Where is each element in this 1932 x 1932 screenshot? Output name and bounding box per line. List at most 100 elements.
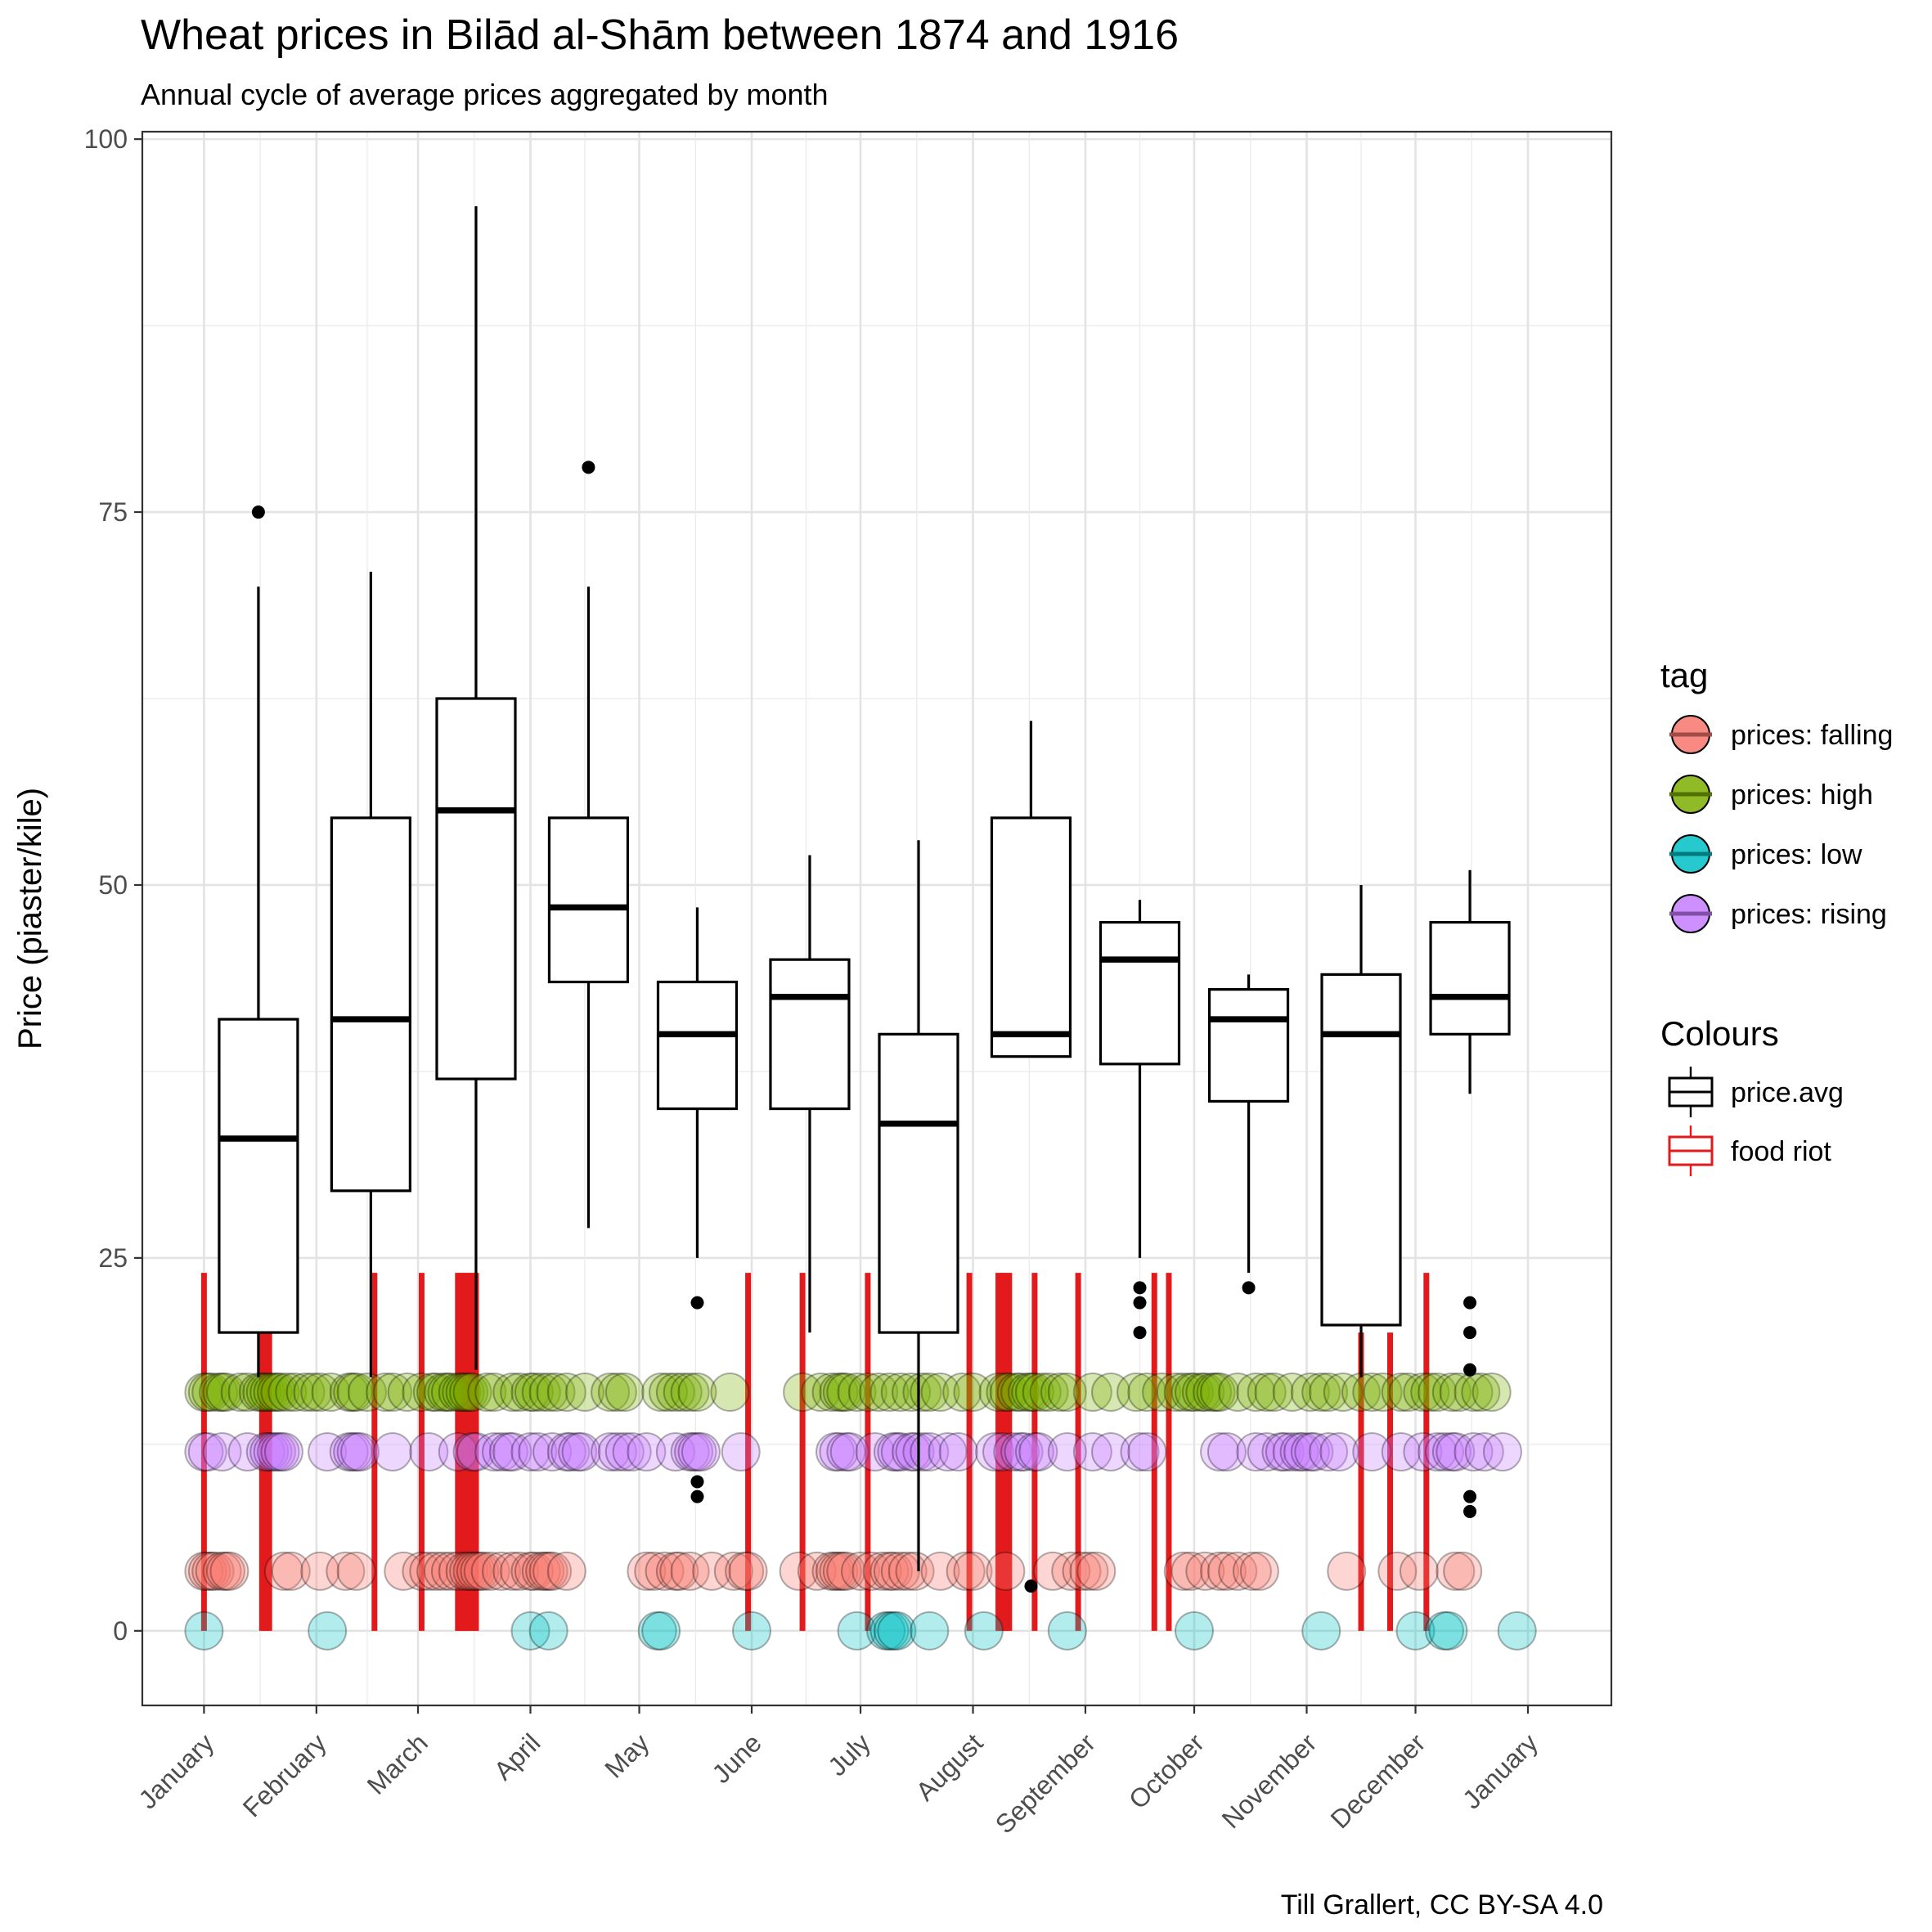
tag-point [245, 1373, 285, 1413]
legend-label: prices: low [1731, 839, 1862, 870]
tag-point [184, 1431, 224, 1471]
tag-point [474, 1373, 514, 1413]
tag-point [1239, 1551, 1279, 1591]
tag-point [1319, 1431, 1359, 1471]
tag-point [546, 1551, 586, 1591]
tag-point [811, 1551, 851, 1591]
tag-point [1301, 1611, 1341, 1651]
legend-entry-tag: prices: high [1669, 775, 1873, 814]
box-outlier [1024, 1579, 1038, 1593]
box-outlier [251, 505, 265, 519]
tag-point [1018, 1431, 1058, 1471]
tag-point [964, 1611, 1004, 1651]
tag-point [942, 1373, 982, 1413]
tag-point [1076, 1551, 1117, 1591]
tag-point [536, 1373, 576, 1413]
tag-point [445, 1373, 485, 1413]
tag-point [1127, 1373, 1167, 1413]
tag-point [474, 1431, 514, 1471]
tag-point [260, 1373, 300, 1413]
tag-point [1352, 1431, 1392, 1471]
tag-point [442, 1373, 482, 1413]
tag-point [372, 1431, 412, 1471]
tag-point [1381, 1373, 1421, 1413]
tag-point [713, 1551, 753, 1591]
tag-point [1425, 1611, 1465, 1651]
tag-point [1294, 1431, 1334, 1471]
tag-point [449, 1373, 489, 1413]
tag-point [202, 1373, 242, 1413]
tag-point [826, 1431, 866, 1471]
tag-point [953, 1551, 993, 1591]
tag-point [1156, 1373, 1196, 1413]
tag-point [877, 1431, 917, 1471]
tag-point [191, 1373, 231, 1413]
tag-point [655, 1431, 695, 1471]
tag-point [1254, 1373, 1294, 1413]
tag-point [779, 1551, 819, 1591]
tag-point [329, 1373, 369, 1413]
legend-label: prices: falling [1731, 720, 1893, 751]
tag-point [1011, 1373, 1051, 1413]
tag-point [1403, 1373, 1443, 1413]
tag-point [500, 1551, 540, 1591]
tag-point [837, 1611, 877, 1651]
tag-point [670, 1551, 710, 1591]
tag-point [645, 1551, 685, 1591]
legend-label: food riot [1731, 1136, 1831, 1167]
tag-point [275, 1373, 315, 1413]
tag-point [336, 1551, 376, 1591]
tag-point [1425, 1431, 1465, 1471]
tag-point [518, 1431, 558, 1471]
tag-point [591, 1373, 631, 1413]
tag-point [514, 1373, 554, 1413]
tag-point [862, 1551, 902, 1591]
tag-point [336, 1373, 376, 1413]
tag-point [721, 1431, 761, 1471]
tag-point [869, 1551, 910, 1591]
tag-point [892, 1373, 932, 1413]
tag-point [293, 1373, 333, 1413]
tag-point [826, 1551, 866, 1591]
tag-point [409, 1431, 449, 1471]
tag-point [946, 1551, 986, 1591]
tag-points-layer [184, 1373, 1537, 1651]
tag-point [892, 1431, 932, 1471]
tag-point [257, 1431, 297, 1471]
tag-point [456, 1551, 496, 1591]
tag-point [1051, 1551, 1091, 1591]
tag-point [1196, 1373, 1236, 1413]
tag-point [826, 1373, 866, 1413]
y-tick-label: 50 [98, 870, 128, 900]
tag-point [1175, 1373, 1215, 1413]
tag-point [1029, 1373, 1069, 1413]
tag-point [1323, 1373, 1363, 1413]
legend-entry-tag: prices: falling [1669, 715, 1893, 754]
tag-point [340, 1431, 380, 1471]
tag-point [245, 1431, 285, 1471]
box-body [330, 816, 411, 1193]
tag-point [663, 1373, 703, 1413]
legend-entry-colour: price.avg [1668, 1067, 1844, 1117]
box-outlier [1463, 1296, 1477, 1310]
tag-point [692, 1551, 732, 1591]
tag-point [815, 1551, 856, 1591]
tag-point [438, 1373, 478, 1413]
tag-point [869, 1611, 910, 1651]
tag-point [1193, 1373, 1233, 1413]
tag-point [1236, 1373, 1276, 1413]
tag-point [1279, 1431, 1319, 1471]
tag-point [184, 1611, 224, 1651]
tag-point [1309, 1373, 1349, 1413]
tag-point [674, 1431, 714, 1471]
tag-point [242, 1373, 282, 1413]
tag-point [1403, 1431, 1443, 1471]
food-riot-layer [200, 1273, 1430, 1631]
tag-point [510, 1551, 550, 1591]
grid-lines [142, 132, 1611, 1705]
tag-point [326, 1551, 366, 1591]
tag-point [1471, 1373, 1512, 1413]
tag-point [528, 1373, 568, 1413]
tag-point [488, 1431, 528, 1471]
tag-point [1022, 1373, 1062, 1413]
